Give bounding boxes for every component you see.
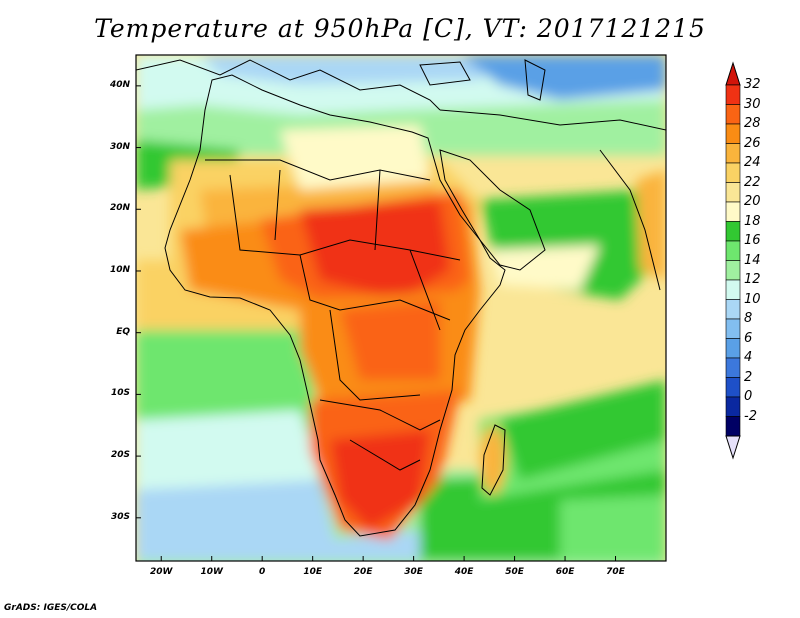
colorbar-label: 2: [744, 369, 753, 385]
colorbar-label: 10: [744, 291, 761, 307]
colorbar-label: -2: [744, 408, 757, 424]
colorbar-label: 24: [744, 155, 761, 170]
lat-tick-label: 10S: [110, 388, 130, 399]
temperature-field: [136, 55, 666, 561]
lon-tick-label: 30E: [404, 567, 423, 577]
colorbar-max-arrow: [725, 61, 741, 86]
colorbar-label: 26: [744, 135, 761, 151]
colorbar-label: 30: [744, 96, 761, 112]
lat-tick-label: 30S: [110, 511, 130, 522]
credit-text: GrADS: IGES/COLA: [4, 603, 98, 613]
lon-tick-label: 40E: [454, 567, 474, 577]
colorbar-segment: [725, 279, 741, 300]
lat-tick-label: 40N: [109, 79, 130, 90]
lon-tick-label: 60E: [555, 567, 575, 577]
colorbar-segment: [725, 377, 741, 398]
lat-tick-label: EQ: [116, 326, 130, 337]
lon-tick-label: 10E: [303, 567, 322, 577]
lon-tick-label: 20E: [353, 567, 373, 577]
colorbar-segment: [725, 396, 741, 417]
colorbar-label: 18: [744, 213, 761, 229]
lon-tick-label: 10W: [200, 567, 223, 577]
colorbar-segment: [725, 104, 741, 125]
lat-tick-label: 10N: [109, 264, 130, 275]
colorbar-segment: [725, 182, 741, 203]
colorbar-label: 20: [744, 194, 761, 209]
colorbar-label: 4: [744, 350, 753, 365]
map-frame: [135, 54, 667, 562]
colorbar-segment: [725, 240, 741, 261]
colorbar-segment: [725, 143, 741, 164]
colorbar-segment: [725, 162, 741, 183]
colorbar-segment: [725, 201, 741, 222]
lon-tick-label: 50E: [505, 567, 524, 577]
colorbar-segment: [725, 318, 741, 339]
colorbar-segment: [725, 221, 741, 242]
colorbar-label: 6: [744, 330, 753, 346]
colorbar-label: 16: [744, 233, 761, 248]
coastlines: [136, 59, 666, 537]
colorbar-segment: [725, 299, 741, 320]
map-title: Temperature at 950hPa [C], VT: 201712121…: [94, 14, 706, 43]
lat-tick-label: 20N: [109, 203, 130, 214]
colorbar-label: 0: [744, 389, 753, 404]
colorbar-segment: [725, 260, 741, 281]
colorbar-segment: [725, 338, 741, 359]
lat-tick-label: 20S: [110, 450, 130, 461]
colorbar-segment: [725, 84, 741, 105]
colorbar-segment: [725, 123, 741, 144]
lon-tick-label: 0: [259, 567, 266, 577]
axis-ticks: [136, 85, 617, 561]
colorbar: [725, 61, 741, 460]
lat-tick-label: 30N: [109, 141, 130, 152]
colorbar-segment: [725, 416, 741, 437]
colorbar-label: 28: [744, 116, 761, 131]
colorbar-min-arrow: [725, 435, 741, 460]
colorbar-label: 14: [744, 252, 761, 268]
colorbar-label: 8: [744, 311, 753, 326]
colorbar-label: 32: [744, 77, 761, 92]
lon-tick-label: 20W: [150, 567, 173, 577]
colorbar-segment: [725, 357, 741, 378]
lon-tick-label: 70E: [606, 567, 625, 577]
colorbar-label: 22: [744, 174, 761, 190]
colorbar-label: 12: [744, 272, 761, 287]
